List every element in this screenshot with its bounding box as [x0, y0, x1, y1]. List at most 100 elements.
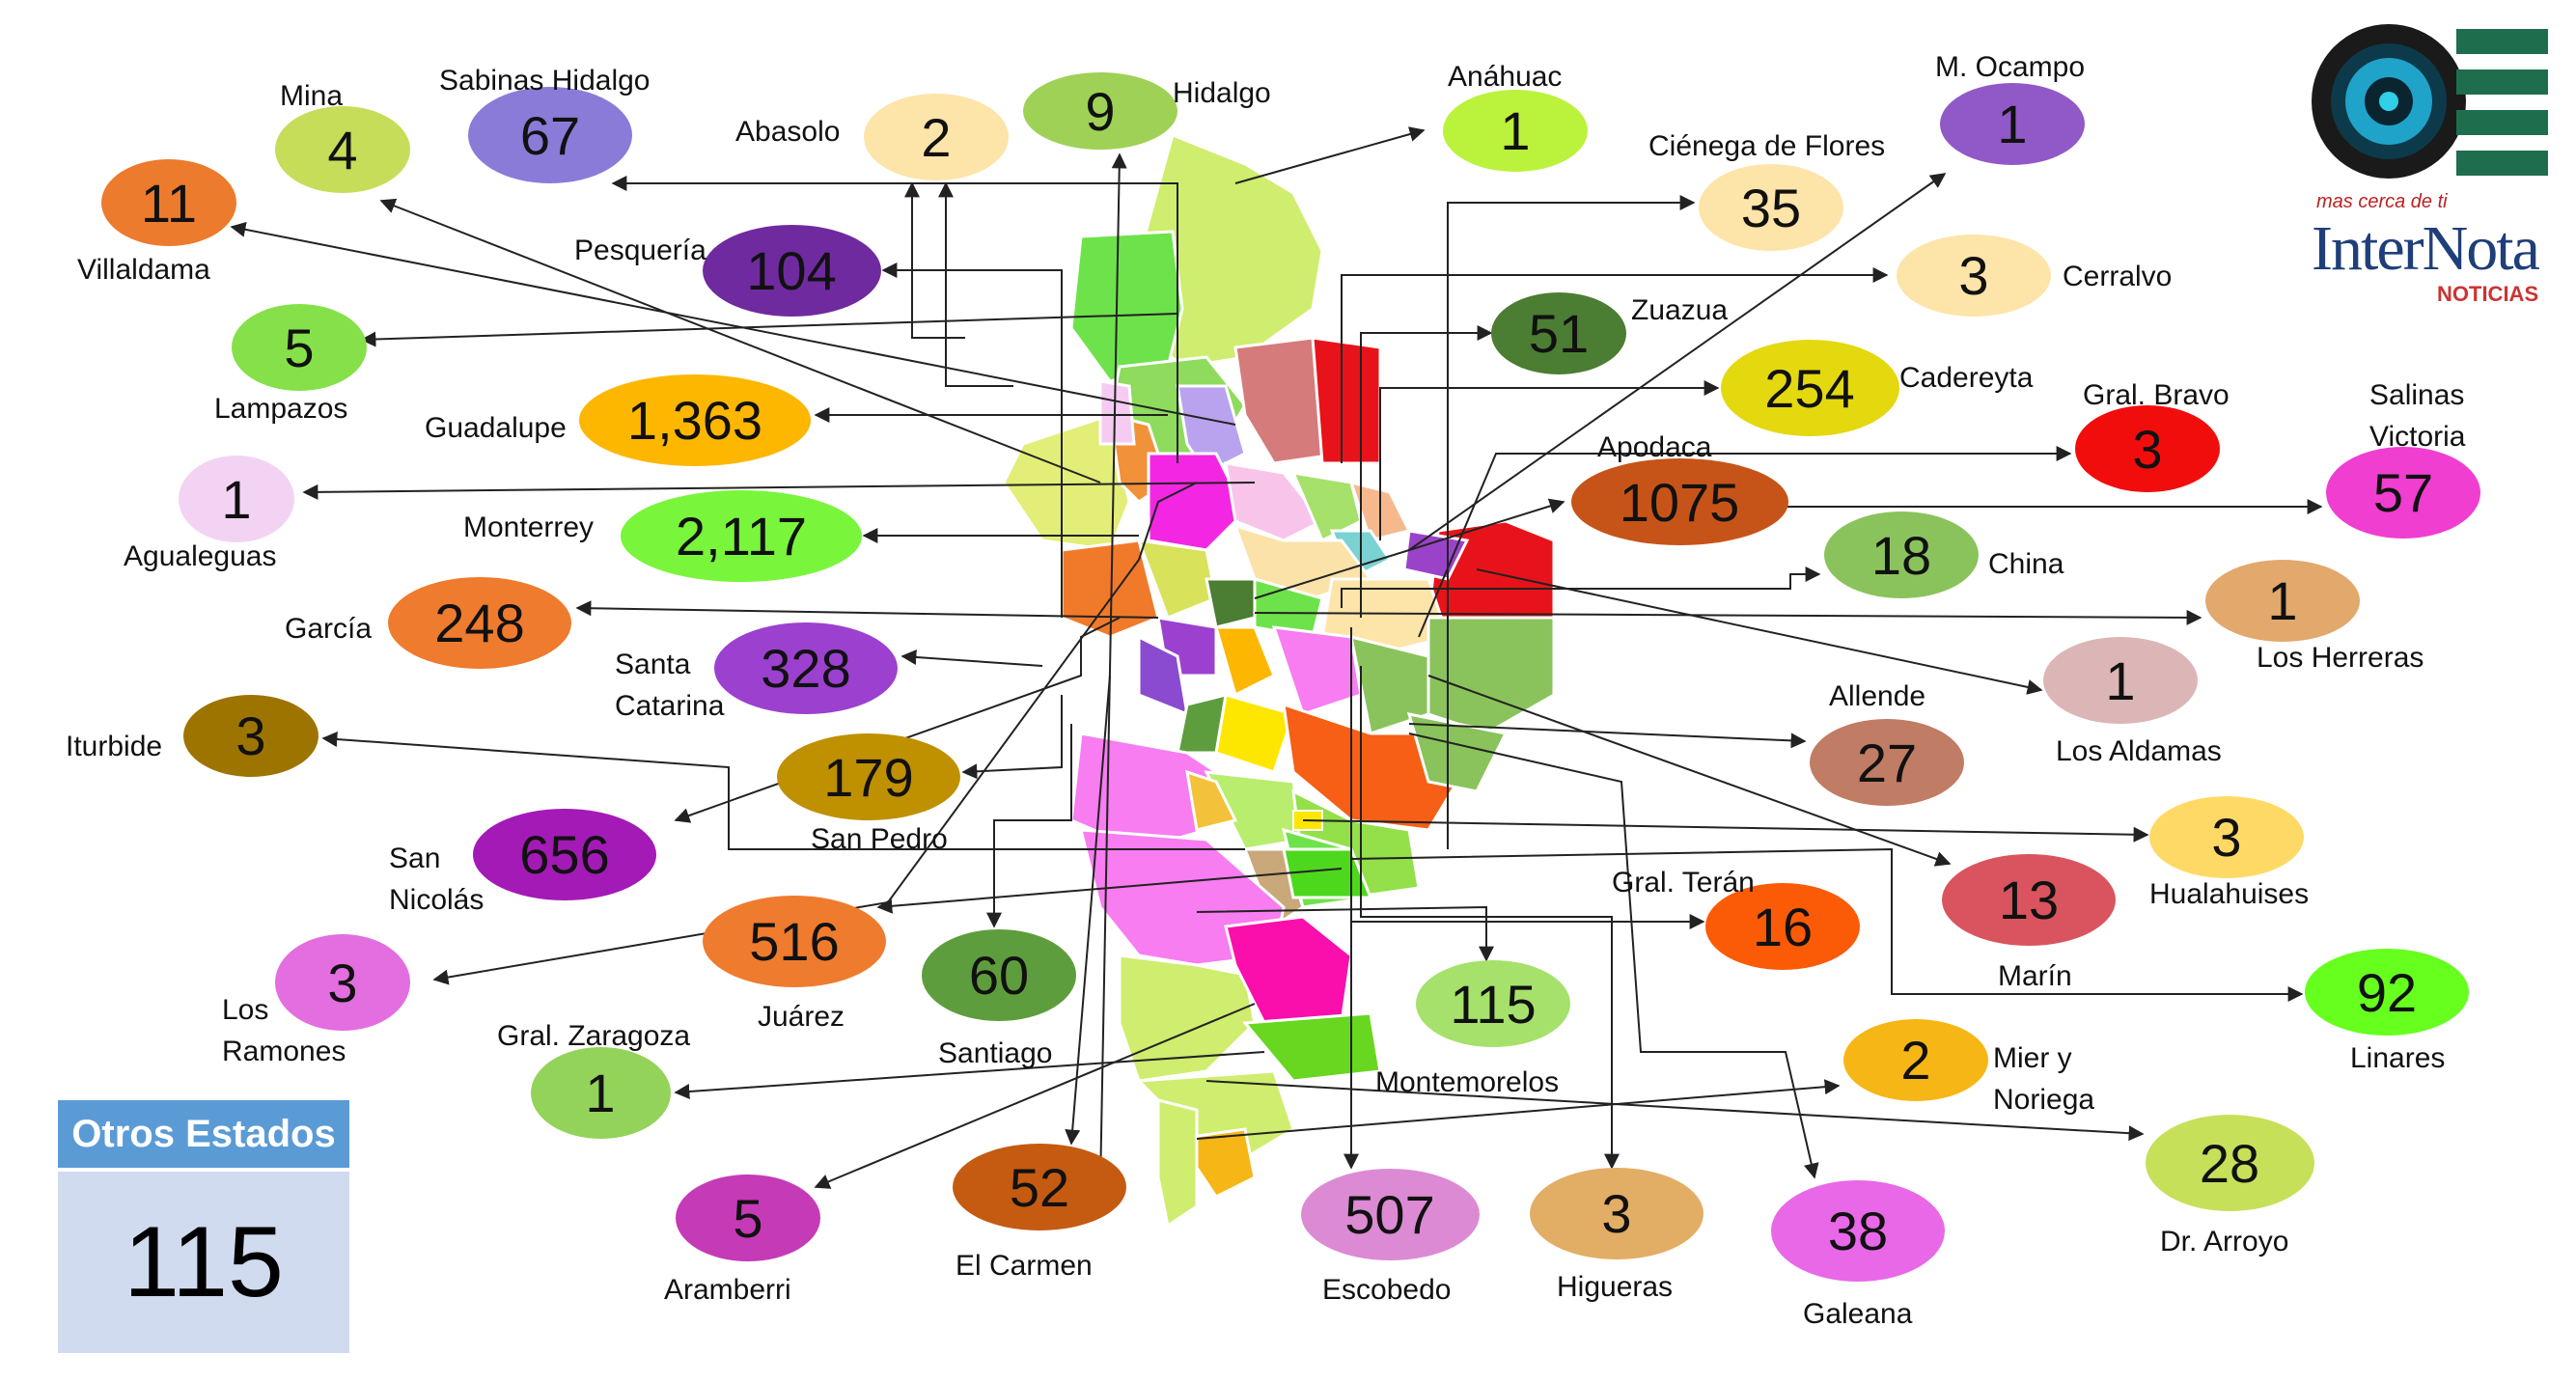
- municipality-label-aldamas: Los Aldamas: [2056, 735, 2222, 767]
- case-bubble-elcarmen: 52: [953, 1144, 1126, 1230]
- leader-line-zaragoza: [674, 1051, 1265, 1099]
- municipality-label-mier: Mier y Noriega: [1993, 1042, 2095, 1116]
- leader-line-anahuac: [1234, 126, 1426, 184]
- case-bubble-zuazua: 51: [1491, 291, 1626, 374]
- case-bubble-cadereyta: 254: [1720, 340, 1899, 436]
- municipality-label-mina: Mina: [280, 80, 344, 112]
- leader-line-lampazos: [360, 313, 1178, 347]
- leader-line-pesqueria: [881, 263, 1063, 618]
- case-bubble-linares: 92: [2305, 949, 2469, 1036]
- logo-slogan: mas cerca de ti: [2316, 191, 2448, 212]
- municipality-label-pesqueria: Pesquería: [574, 235, 706, 266]
- municipality-label-abasolo: Abasolo: [735, 116, 841, 148]
- municipality-label-apodaca: Apodaca: [1597, 431, 1712, 463]
- logo-subtitle: NOTICIAS: [2437, 282, 2539, 306]
- leader-line-china: [1341, 567, 1821, 608]
- leader-line-montemorelos: [1196, 905, 1494, 962]
- case-bubble-grlteran: 16: [1705, 883, 1860, 970]
- leader-line-abasolo: [904, 181, 965, 339]
- case-bubble-mier: 2: [1843, 1018, 1988, 1101]
- leader-line-garcia: [575, 600, 1159, 619]
- municipality-label-cerralvo: Cerralvo: [2063, 261, 2173, 292]
- case-bubble-sannicolas: 656: [473, 808, 656, 900]
- municipality-label-agualeguas: Agualeguas: [124, 540, 277, 572]
- municipality-label-grlteran: Gral. Terán: [1612, 867, 1755, 898]
- case-bubble-hualahuises: 3: [2149, 795, 2304, 878]
- internota-logo: mas cerca de ti InterNota NOTICIAS: [2312, 19, 2553, 309]
- municipality-label-salinas: Salinas Victoria: [2369, 379, 2466, 453]
- leader-line-stacatarina: [900, 650, 1043, 667]
- case-bubble-monterrey: 2,117: [621, 489, 862, 582]
- municipality-label-allende: Allende: [1829, 680, 1926, 712]
- otros-estados-panel: Otros Estados 115: [58, 1100, 349, 1353]
- municipality-label-ramones: Los Ramones: [222, 994, 346, 1067]
- camera-lens-icon: [2312, 24, 2548, 179]
- case-bubble-higueras: 3: [1530, 1167, 1703, 1259]
- leader-line-abasolo: [938, 181, 1013, 387]
- municipality-label-sannicolas: San Nicolás: [389, 843, 485, 916]
- case-bubble-sanpedro: 179: [777, 733, 960, 820]
- case-bubble-zaragoza: 1: [530, 1046, 671, 1139]
- leader-line-allende: [1408, 723, 1807, 749]
- leader-line-sabinas: [611, 176, 1178, 463]
- case-bubble-anahuac: 1: [1443, 89, 1588, 172]
- municipality-label-juarez: Juárez: [758, 1001, 845, 1033]
- case-bubble-montemorelos: 115: [1416, 960, 1570, 1047]
- case-bubble-pesqueria: 104: [702, 224, 881, 317]
- leader-line-mina: [379, 198, 1101, 484]
- leader-line-agualeguas: [302, 482, 1256, 500]
- municipality-label-hidalgo: Hidalgo: [1173, 77, 1271, 109]
- leader-line-aramberri: [814, 1003, 1256, 1189]
- municipality-label-elcarmen: El Carmen: [956, 1250, 1093, 1282]
- municipality-label-cadereyta: Cadereyta: [1899, 362, 2034, 394]
- municipality-label-guadalupe: Guadalupe: [425, 412, 567, 444]
- case-bubble-agualeguas: 1: [179, 456, 294, 542]
- leader-line-santiago: [986, 724, 1072, 928]
- case-bubble-hidalgo: 9: [1023, 72, 1177, 150]
- municipality-label-drarroyo: Dr. Arroyo: [2160, 1226, 2289, 1258]
- case-bubble-lampazos: 5: [232, 304, 367, 391]
- municipality-label-gralbravo: Gral. Bravo: [2083, 379, 2230, 411]
- municipality-label-linares: Linares: [2350, 1042, 2446, 1074]
- leader-line-juarez: [876, 868, 1343, 914]
- leader-line-cienega: [1447, 195, 1696, 849]
- leader-line-mier: [1196, 1079, 1841, 1140]
- municipality-label-lampazos: Lampazos: [214, 393, 348, 425]
- municipality-label-galeana: Galeana: [1803, 1298, 1913, 1330]
- otros-estados-title: Otros Estados: [58, 1100, 349, 1168]
- municipality-label-iturbide: Iturbide: [66, 731, 163, 762]
- municipality-label-aramberri: Aramberri: [664, 1274, 791, 1306]
- municipality-label-china: China: [1988, 548, 2064, 580]
- case-bubble-aldamas: 1: [2043, 637, 2198, 724]
- case-bubble-ramones: 3: [275, 934, 410, 1031]
- case-bubble-cienega: 35: [1699, 164, 1843, 251]
- leader-line-linares: [1350, 847, 2304, 1002]
- leader-line-villaldama: [230, 221, 1236, 426]
- municipality-label-anahuac: Anáhuac: [1448, 61, 1563, 93]
- municipality-label-escobedo: Escobedo: [1322, 1274, 1452, 1306]
- leader-line-apodaca: [1254, 498, 1565, 599]
- case-bubble-drarroyo: 28: [2145, 1115, 2314, 1211]
- case-bubble-marin: 13: [1942, 853, 2116, 946]
- municipality-label-mocampo: M. Ocampo: [1935, 51, 2086, 83]
- leader-line-hidalgo: [1099, 152, 1127, 1188]
- municipality-label-villaldama: Villaldama: [77, 254, 210, 286]
- leader-line-cerralvo: [1341, 267, 1889, 463]
- case-bubble-galeana: 38: [1771, 1179, 1945, 1282]
- leader-line-sanpedro: [961, 695, 1063, 780]
- municipality-label-zaragoza: Gral. Zaragoza: [497, 1020, 691, 1052]
- leader-line-herreras: [1254, 609, 2202, 625]
- leader-line-marin: [1427, 675, 1952, 867]
- case-bubble-sabinas: 67: [468, 87, 632, 183]
- case-bubble-mina: 4: [275, 106, 410, 193]
- case-bubble-santiago: 60: [922, 928, 1076, 1021]
- case-bubble-apodaca: 1075: [1570, 458, 1788, 545]
- case-bubble-abasolo: 2: [864, 94, 1009, 180]
- municipality-label-garcia: García: [285, 613, 373, 645]
- municipality-label-sanpedro: San Pedro: [811, 823, 948, 855]
- municipality-label-stacatarina: Santa Catarina: [615, 649, 725, 722]
- leader-line-cadereyta: [1379, 380, 1720, 540]
- municipality-label-cienega: Ciénega de Flores: [1648, 130, 1886, 162]
- leader-line-iturbide: [321, 732, 1245, 850]
- municipality-label-montemorelos: Montemorelos: [1375, 1066, 1560, 1098]
